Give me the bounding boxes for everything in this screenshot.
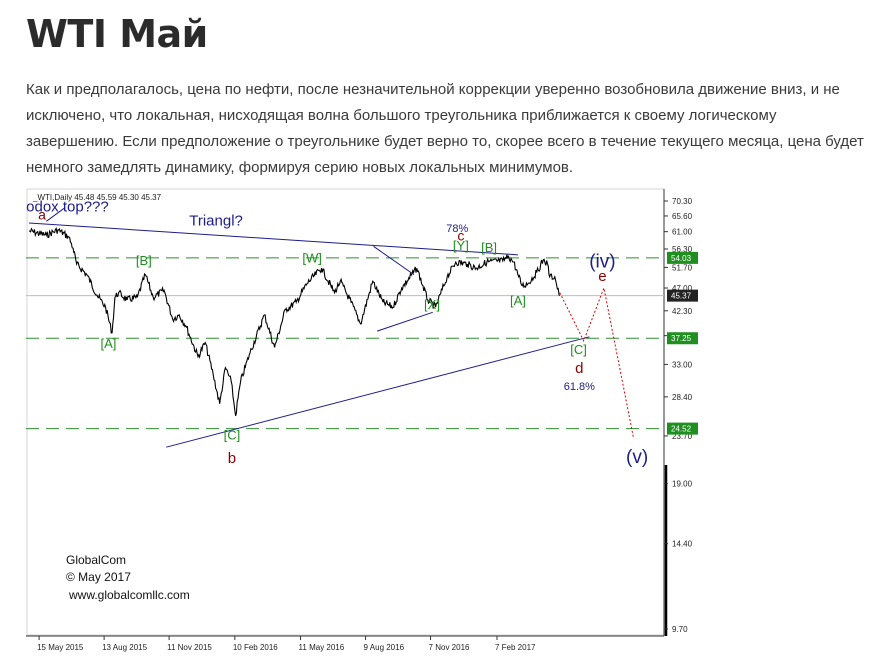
wave-label: [X] (424, 297, 440, 312)
y-tick-label: 42.30 (672, 307, 693, 316)
trendlines (28, 207, 590, 448)
y-tick-label: 9.70 (672, 625, 688, 634)
x-tick-label: 11 May 2016 (299, 643, 345, 652)
article-paragraph: Как и предполагалось, цена по нефти, пос… (26, 81, 864, 176)
wave-label: [C] (570, 342, 587, 357)
x-tick-label: 15 May 2015 (37, 643, 84, 652)
wave-label: (v) (626, 447, 648, 468)
trendline (46, 207, 66, 222)
trendline (166, 336, 590, 448)
y-tick-label: 61.00 (672, 228, 693, 237)
y-tick-label: 19.00 (672, 480, 693, 489)
price-line (28, 227, 561, 417)
x-tick-label: 13 Aug 2015 (102, 643, 147, 652)
chart-background (26, 188, 706, 653)
x-tick-label: 9 Aug 2016 (364, 643, 405, 652)
watermark-line: GlobalCom (66, 553, 126, 567)
x-tick-label: 10 Feb 2016 (233, 643, 278, 652)
chart-container: _WTI,Daily 45.48 45.59 45.30 45.37 aOrth… (0, 188, 706, 658)
y-tick-label: 70.30 (672, 197, 693, 206)
price-tag-label: 37.25 (671, 334, 692, 343)
price-tag-box (667, 332, 698, 345)
price-tag-label: 24.52 (671, 425, 692, 434)
wave-label: e (598, 268, 606, 285)
wave-label: 78% (446, 223, 468, 235)
x-tick-label: 11 Nov 2015 (167, 643, 212, 652)
wave-label: [A] (510, 293, 526, 308)
watermark-line: www.globalcomllc.com (68, 588, 190, 602)
y-tick-label: 28.40 (672, 393, 693, 402)
x-axis-ticks: 15 May 2015 13 Aug 2015 11 Nov 2015 10 Feb … (37, 636, 536, 652)
wave-label: Triangl? (189, 213, 243, 230)
trendline (28, 222, 518, 256)
wave-annotations: aOrthodox top??? Triangl? 78%c[Y] [B] [B] [W]… (0, 198, 648, 468)
horizontal-levels (26, 257, 664, 430)
y-tick-label: 33.00 (672, 360, 693, 369)
price-tag-label: 45.37 (671, 292, 692, 301)
x-tick-label: 7 Nov 2016 (429, 643, 470, 652)
price-tag-box (667, 251, 698, 264)
wave-label: [B] (481, 240, 497, 255)
price-series (28, 227, 561, 417)
price-tag-box (667, 422, 698, 435)
chart-header: _WTI,Daily 45.48 45.59 45.30 45.37 (32, 193, 162, 202)
trendline (373, 245, 415, 276)
wave-label: 61.8% (564, 381, 595, 393)
y-tick-label: 51.70 (672, 263, 693, 272)
y-tick-label: 56.30 (672, 245, 693, 254)
wti-daily-chart: _WTI,Daily 45.48 45.59 45.30 45.37 aOrth… (0, 188, 706, 653)
wave-label: (iv) (589, 251, 615, 272)
price-tags: 54.03 45.37 37.25 24.52 (667, 251, 698, 435)
wave-label: [A] (100, 336, 116, 351)
wave-label: [Y] (453, 238, 469, 253)
trendline (376, 311, 433, 332)
wave-label: a (38, 206, 46, 222)
wave-label: [B] (136, 253, 152, 268)
y-tick-label: 23.70 (672, 432, 693, 441)
y-tick-label: 47.00 (672, 284, 693, 293)
watermark: GlobalCom © May 2017 www.globalcomllc.com (66, 553, 190, 602)
wave-label: [C] (224, 428, 241, 443)
wave-label: b (228, 450, 236, 467)
wave-label: d (575, 360, 583, 377)
y-tick-label: 14.40 (672, 540, 693, 549)
price-tag-label: 54.03 (671, 254, 692, 263)
y-tick-label: 65.60 (672, 212, 693, 221)
price-tag-box (667, 289, 698, 302)
wave-label: Orthodox top??? (26, 198, 109, 215)
watermark-line: © May 2017 (66, 570, 131, 584)
x-tick-label: 7 Feb 2017 (495, 643, 536, 652)
wave-label: [W] (302, 250, 322, 265)
wave-label: c (457, 227, 464, 243)
page-title: WTI Май (26, 12, 208, 56)
